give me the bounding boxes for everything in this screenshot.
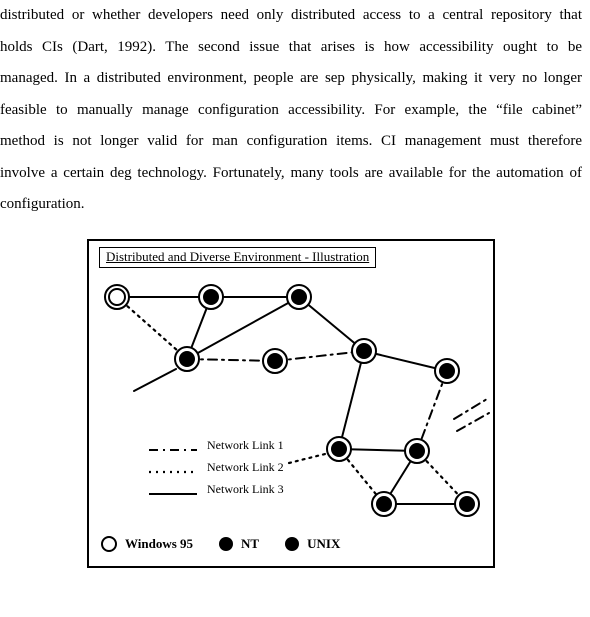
legend-os-item: NT (219, 536, 259, 552)
edge-dotted (289, 453, 329, 463)
node-n4 (175, 347, 199, 371)
network-figure: Distributed and Diverse Environment - Il… (87, 239, 495, 568)
legend-os-item: Windows 95 (101, 536, 193, 552)
legend-row-dashdot: Network Link 1 (149, 434, 284, 456)
network-diagram (89, 241, 493, 566)
legend-os-types: Windows 95 NT UNIX (101, 536, 340, 552)
legend-label: Network Link 3 (207, 478, 284, 500)
legend-os-item: UNIX (285, 536, 340, 552)
solid-circle-icon (219, 537, 233, 551)
node-n5 (263, 349, 287, 373)
edge-solid (339, 351, 364, 449)
legend-os-label: NT (241, 536, 259, 552)
page: distributed or whether developers need o… (0, 0, 590, 568)
legend-os-label: UNIX (307, 536, 340, 552)
node-n7 (435, 359, 459, 383)
legend-row-dotted: Network Link 2 (149, 456, 284, 478)
node-n8 (327, 437, 351, 461)
legend-label: Network Link 1 (207, 434, 284, 456)
edge-dotted (117, 297, 187, 359)
solid-circle-icon (285, 537, 299, 551)
node-n6 (352, 339, 376, 363)
node-n3 (287, 285, 311, 309)
legend-swatch-dashdot (149, 440, 197, 450)
node-n11 (455, 492, 479, 516)
legend-label: Network Link 2 (207, 456, 284, 478)
open-circle-icon (101, 536, 117, 552)
edge-solid (134, 369, 176, 391)
legend-network-links: Network Link 1Network Link 2Network Link… (149, 434, 284, 501)
figure-title: Distributed and Diverse Environment - Il… (99, 247, 376, 268)
figure-container: Distributed and Diverse Environment - Il… (0, 239, 582, 568)
body-paragraph: distributed or whether developers need o… (0, 0, 582, 221)
legend-swatch-solid (149, 484, 197, 494)
edge-dashdot (187, 359, 275, 361)
legend-os-label: Windows 95 (125, 536, 193, 552)
node-n2 (199, 285, 223, 309)
legend-swatch-dotted (149, 462, 197, 472)
legend-row-solid: Network Link 3 (149, 478, 284, 500)
node-n9 (405, 439, 429, 463)
edge-dashdot (457, 413, 489, 431)
edge-dashdot (275, 351, 364, 361)
node-n10 (372, 492, 396, 516)
node-n1 (105, 285, 129, 309)
